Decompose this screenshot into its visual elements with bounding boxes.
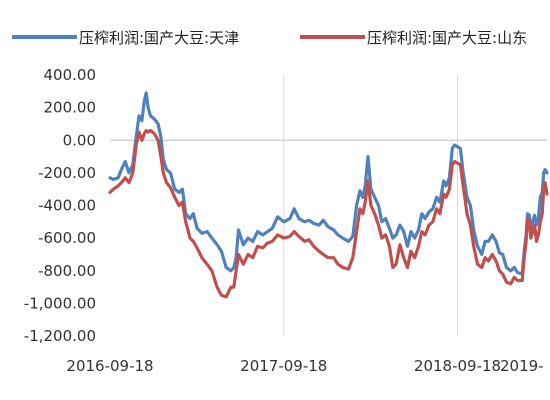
x-tick-label: 2018-09-18 [414, 357, 501, 375]
series-line-2 [108, 128, 549, 299]
axes: 400.00 200.00 0.00 -200.00 -400.00 -600.00 -80… [24, 66, 547, 375]
y-tick-label: -800.00 [38, 262, 96, 280]
legend-label-1: 压榨利润:国产大豆:天津 [79, 29, 239, 47]
y-tick-label: 400.00 [44, 66, 97, 84]
y-tick-label: -200.00 [38, 164, 96, 182]
x-tick-label: 2019- [500, 357, 544, 375]
y-tick-label: 0.00 [63, 131, 96, 149]
y-tick-label: -400.00 [38, 197, 96, 215]
x-tick-label: 2017-09-18 [240, 357, 327, 375]
x-tick-label: 2016-09-18 [66, 357, 153, 375]
y-tick-label: 200.00 [44, 99, 97, 117]
legend: 压榨利润:国产大豆:天津 压榨利润:国产大豆:山东 [12, 29, 527, 47]
y-tick-label: -1,200.00 [24, 327, 96, 345]
y-tick-label: -600.00 [38, 229, 96, 247]
legend-label-2: 压榨利润:国产大豆:山东 [367, 29, 527, 47]
series-line-1 [108, 91, 549, 276]
series [108, 91, 549, 299]
grid [283, 75, 459, 336]
y-tick-label: -1,000.00 [24, 294, 96, 312]
